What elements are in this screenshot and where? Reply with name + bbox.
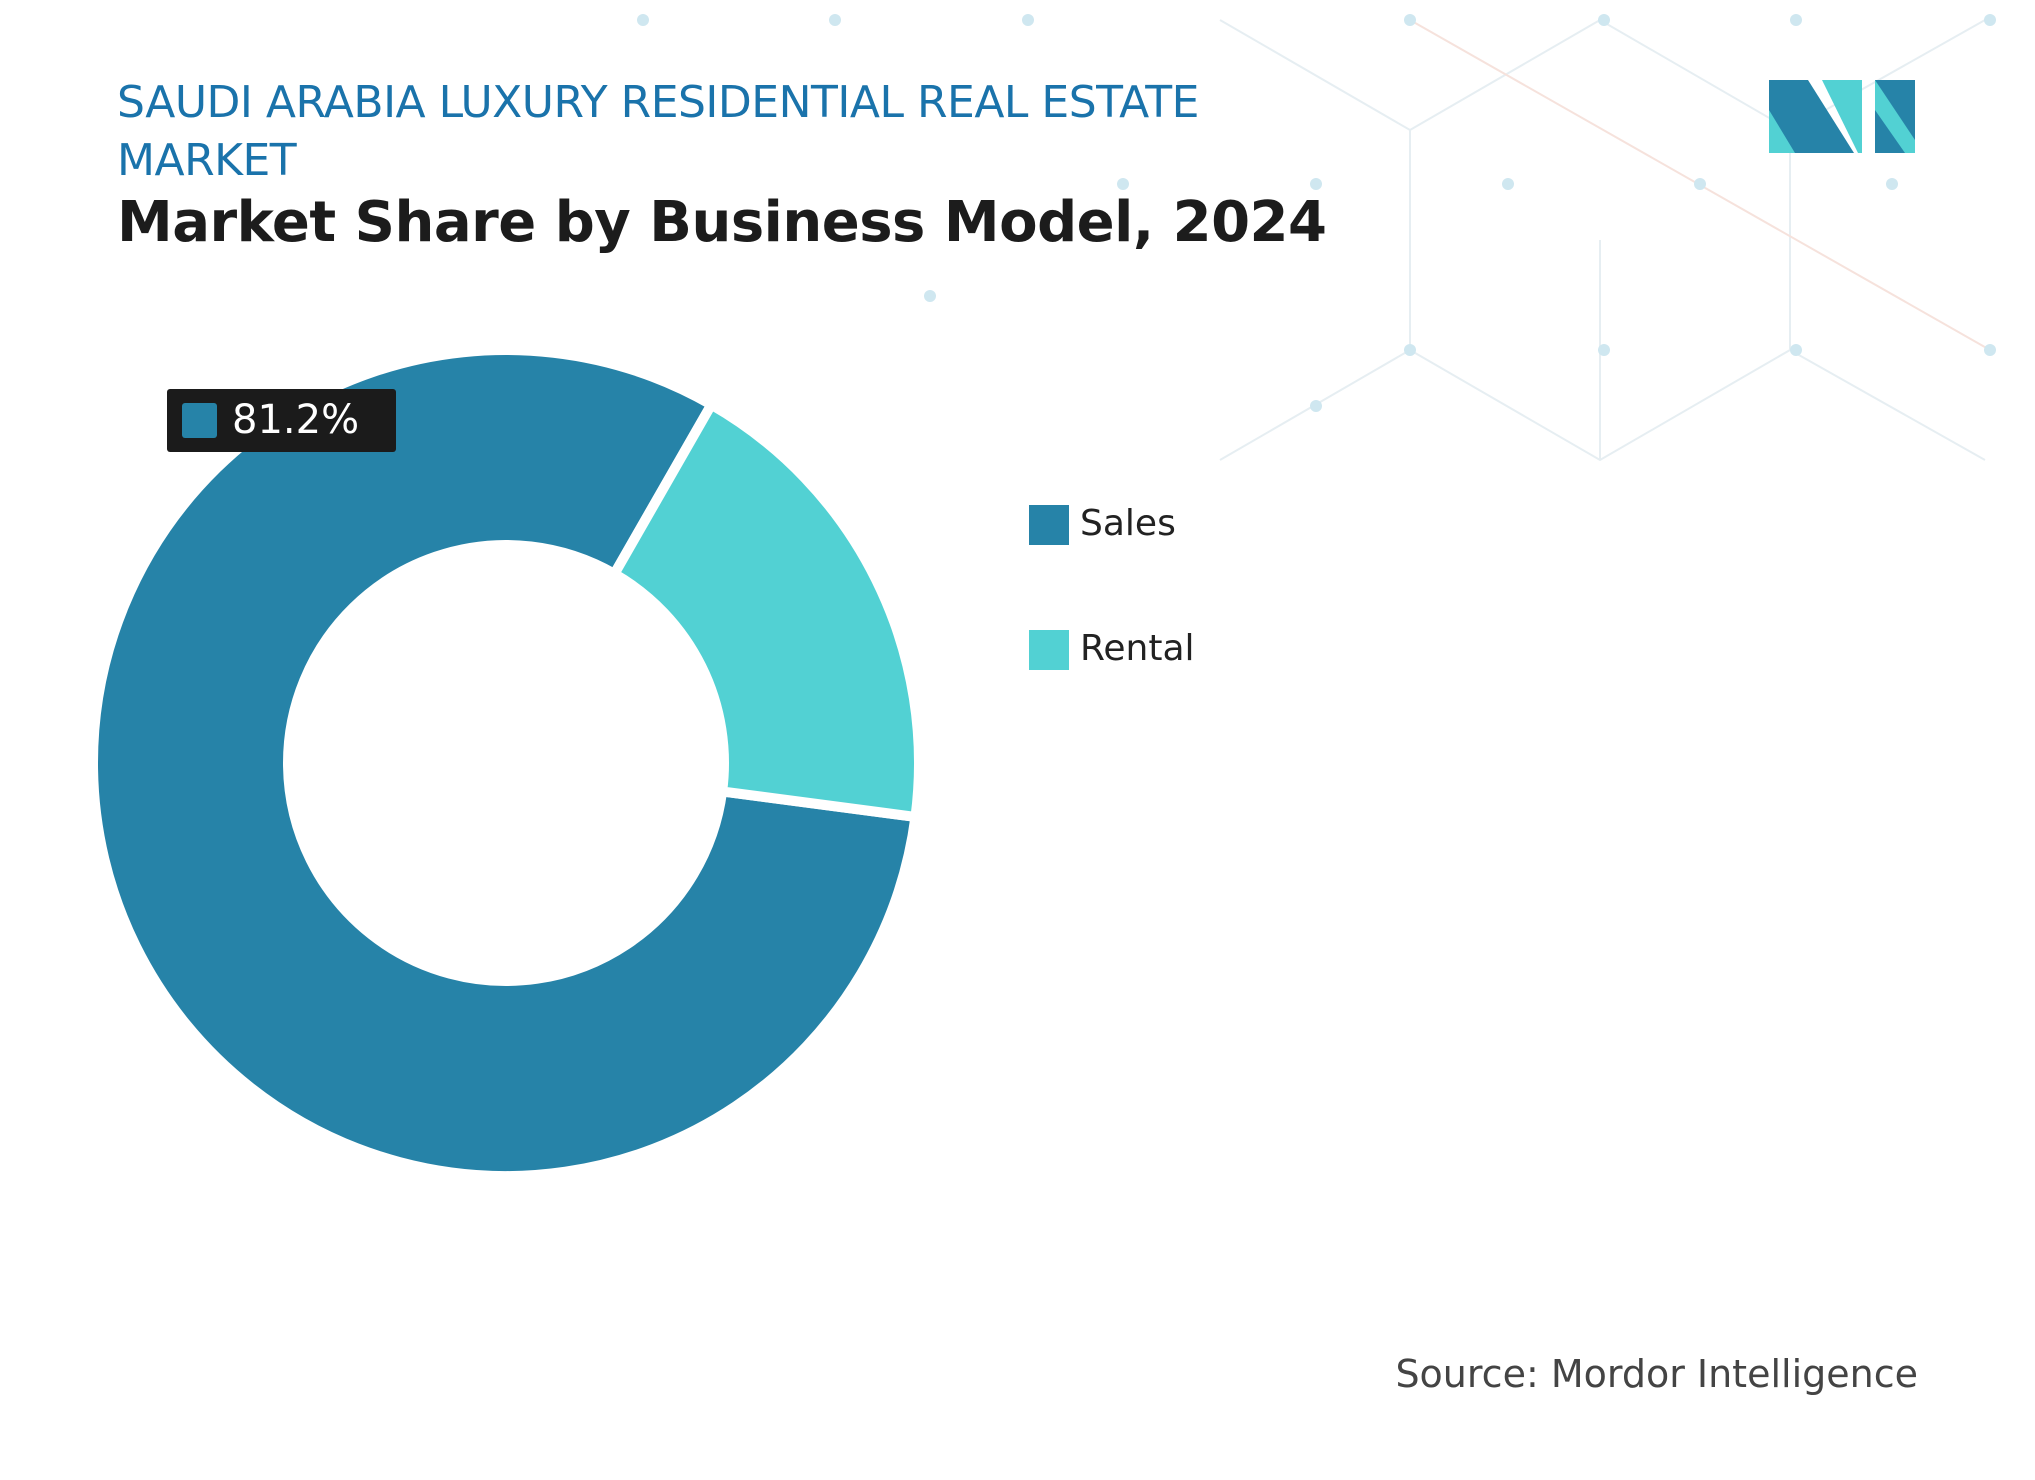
donut-slice xyxy=(88,345,922,1181)
logo xyxy=(1769,80,1915,153)
legend-swatch xyxy=(1029,505,1069,545)
chart-title: SAUDI ARABIA LUXURY RESIDENTIAL REAL EST… xyxy=(117,77,1199,186)
legend-label: Sales xyxy=(1080,503,1176,544)
background-dots xyxy=(637,14,1996,412)
legend-label: Rental xyxy=(1080,628,1195,669)
value-label-swatch xyxy=(182,403,217,438)
value-label-box xyxy=(167,389,396,452)
background-pattern xyxy=(1219,19,1991,462)
donut-slice xyxy=(607,397,924,823)
source-note: Source: Mordor Intelligence xyxy=(1395,1352,1918,1396)
chart-subtitle: Market Share by Business Model, 2024 xyxy=(117,190,1327,255)
legend-swatch xyxy=(1029,630,1069,670)
value-label: 81.2% xyxy=(232,397,359,443)
